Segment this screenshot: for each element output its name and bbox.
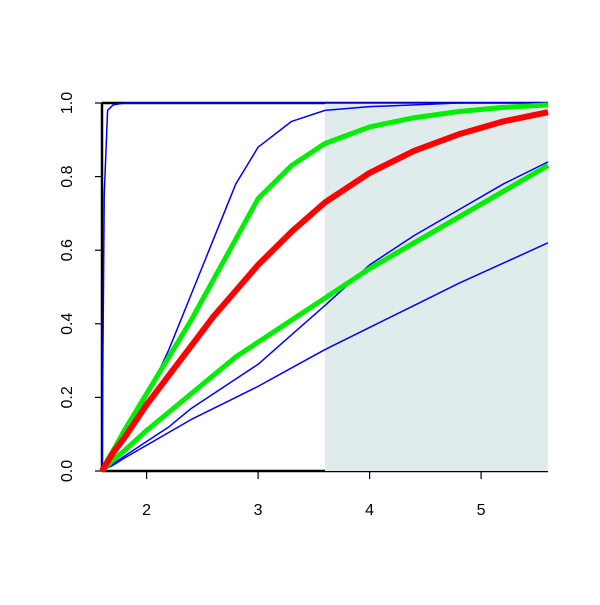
series-line xyxy=(99,109,549,473)
y-tick-label: 0.8 xyxy=(59,165,76,187)
series-line xyxy=(100,163,550,473)
series-line xyxy=(101,242,549,472)
y-tick-label: 0.0 xyxy=(59,460,76,482)
x-tick-label: 3 xyxy=(254,502,263,519)
x-tick-label: 5 xyxy=(477,502,486,519)
series-line xyxy=(101,102,548,472)
y-tick-label: 1.0 xyxy=(59,92,76,114)
y-tick-label: 0.4 xyxy=(59,313,76,335)
y-tick-label: 0.2 xyxy=(59,386,76,408)
y-tick-label: 0.6 xyxy=(59,239,76,261)
x-tick-label: 2 xyxy=(142,502,151,519)
x-tick-label: 4 xyxy=(365,502,374,519)
shaded-region xyxy=(325,103,548,471)
